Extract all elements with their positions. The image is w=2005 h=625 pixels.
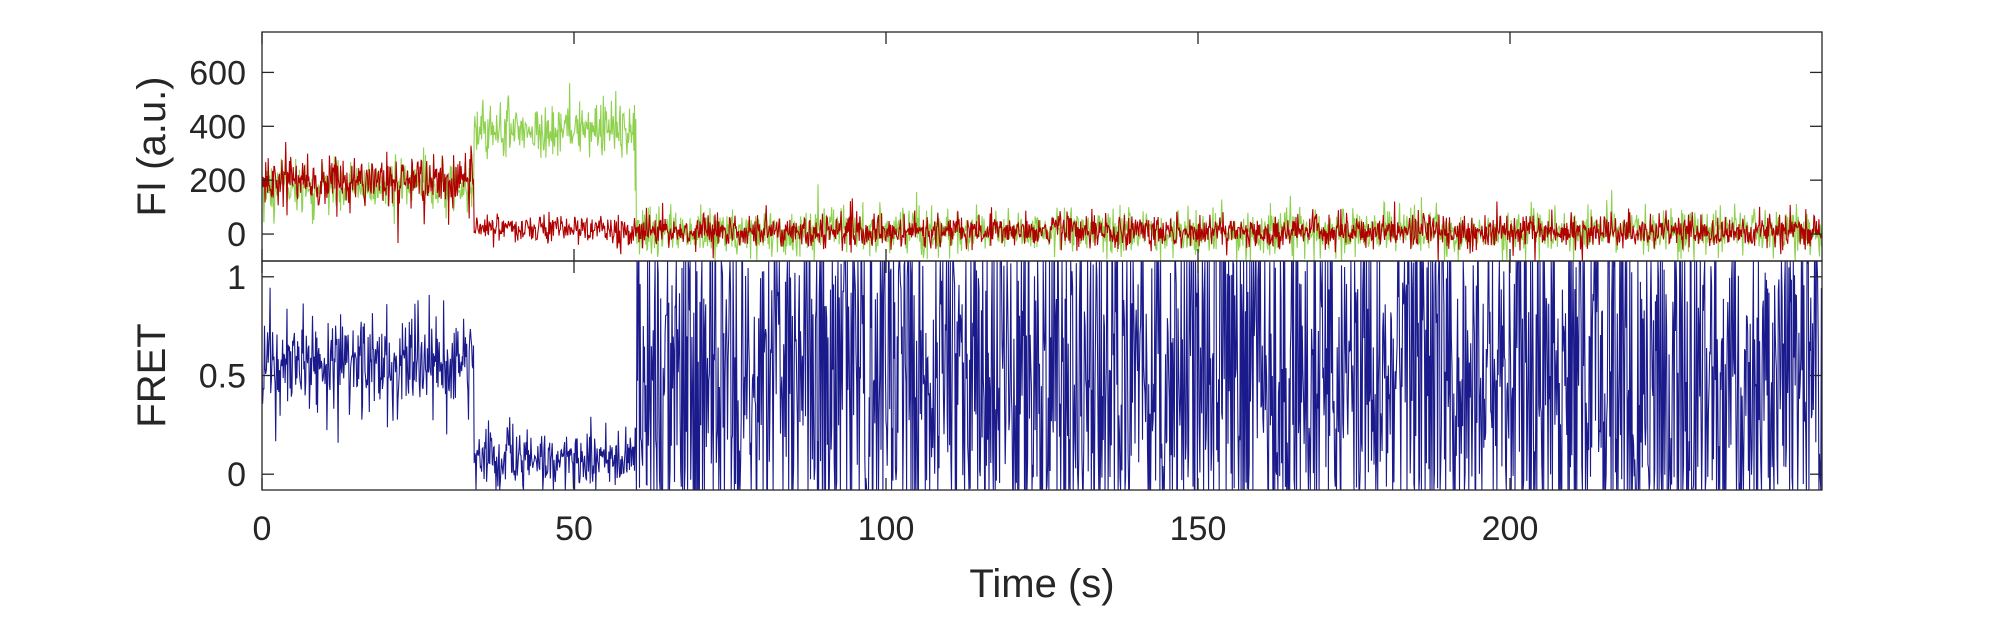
time-x-axis-label: Time (s) [969, 562, 1114, 606]
fret-y-ticks: 00.51 [199, 259, 1822, 494]
fret-x-tick-label: 200 [1482, 510, 1539, 548]
fret-y-axis-label: FRET [130, 323, 174, 427]
fret-x-tick-label: 100 [858, 510, 915, 548]
fret-y-tick-label: 1 [227, 259, 246, 297]
fluorescence-y-tick-label: 200 [189, 162, 246, 200]
fluorescence-trace-2 [262, 141, 1822, 261]
fret-traces [262, 261, 1822, 490]
fluorescence-y-tick-label: 600 [189, 54, 246, 92]
fluorescence-y-tick-label: 0 [227, 216, 246, 254]
fluorescence-x-ticks [261, 32, 1511, 261]
fluorescence-panel: 0 200 400 600 FI (a.u.) [130, 31, 1823, 262]
fluorescence-y-ticks: 0 200 400 600 [189, 54, 1822, 254]
fluorescence-trace-1 [262, 83, 1822, 261]
fluorescence-traces [262, 83, 1822, 261]
fret-x-tick-label: 0 [253, 510, 272, 548]
fret-y-tick-label: 0 [227, 456, 246, 494]
fret-x-ticks: 0 50 100 150 200 [253, 261, 1539, 548]
fluorescence-y-tick-label: 400 [189, 108, 246, 146]
fret-panel: 00.51 0 50 100 150 200 FRET Time (s) [130, 259, 1823, 606]
fluorescence-y-axis-label: FI (a.u.) [130, 76, 174, 216]
fret-y-tick-label: 0.5 [199, 358, 246, 396]
fret-x-tick-label: 150 [1170, 510, 1227, 548]
fret-x-tick-label: 50 [555, 510, 593, 548]
fret-trace-1 [262, 261, 1822, 490]
